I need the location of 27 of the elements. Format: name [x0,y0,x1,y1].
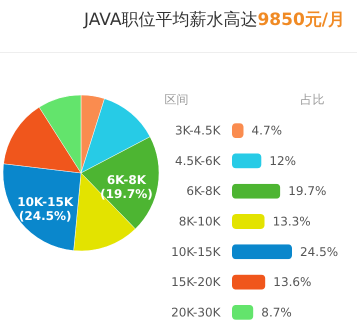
y-tick-label: 10K-15K [171,244,222,259]
data-label: (19.7%) [100,187,153,202]
y-tick-label: 3K-4.5K [174,124,222,138]
y-tick-label: 8K-10K [178,214,222,228]
y-tick-label: 4.5K-6K [174,154,222,168]
bar [232,184,280,199]
data-label: 13.3% [272,214,311,228]
bar [232,244,292,260]
data-label: 4.7% [252,124,282,138]
bar [232,304,254,320]
slice-label: 10K-15K [17,194,74,209]
data-label: 8.7% [261,305,292,320]
data-label: 19.7% [288,184,326,198]
data-label: 12% [269,154,296,168]
bar [232,153,262,168]
y-tick-label: 6K-8K [186,184,222,198]
bar [232,274,266,290]
data-label: 13.6% [273,275,312,290]
text: JAVA职位平均薪水高达9850元/月 [84,10,345,30]
text: 占比 [300,92,324,106]
y-tick-label: 20K-30K [171,305,222,320]
y-axis-title: 区间 [164,92,188,106]
y-tick-label: 15K-20K [171,275,222,290]
data-label: 24.5% [300,244,338,259]
bar [232,214,265,229]
slice-label: 6K-8K [106,173,147,188]
data-label: (24.5%) [18,208,72,223]
